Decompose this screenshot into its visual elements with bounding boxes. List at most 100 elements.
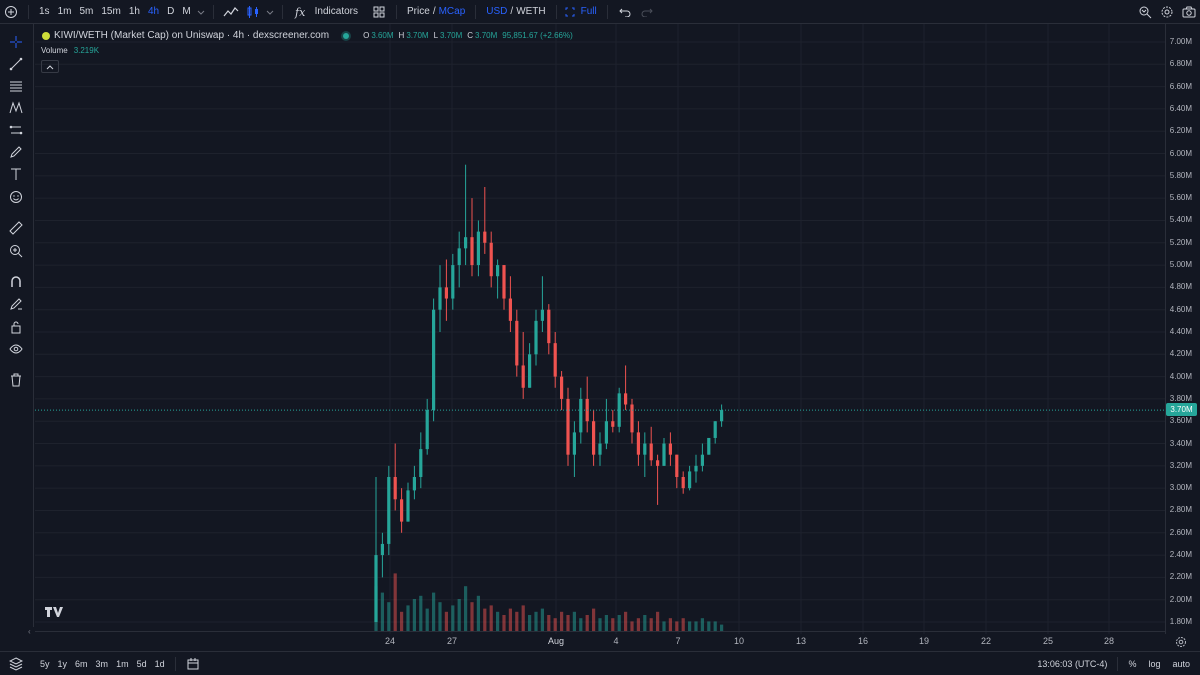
redo-icon[interactable] [636,0,658,24]
candles-icon[interactable] [242,0,264,24]
volume-label[interactable]: Volume [41,46,68,55]
interval-m[interactable]: M [182,6,191,17]
volume-bar [547,615,551,631]
candle [496,259,500,299]
eye-icon[interactable] [5,339,27,359]
price-toggle[interactable]: Price [407,6,430,17]
candle [528,343,532,388]
text-icon[interactable] [5,164,27,184]
log-toggle[interactable]: log [1148,659,1161,669]
divider [555,4,557,19]
full-button[interactable]: Full [580,6,597,17]
range-5y[interactable]: 5y [40,658,50,669]
price-tick-label: 6.20M [1169,126,1192,136]
chevron-down-icon[interactable] [195,0,207,24]
mcap-toggle[interactable]: MCap [438,6,466,17]
range-3m[interactable]: 3m [95,658,109,669]
axis-settings-icon[interactable] [1173,634,1189,650]
quick-search-icon[interactable] [1134,0,1156,24]
trash-icon[interactable] [5,370,27,390]
volume-bar [540,608,544,631]
interval-15m[interactable]: 15m [101,6,121,17]
range-5d[interactable]: 5d [136,658,147,669]
calendar-range-icon[interactable] [182,652,204,675]
undo-icon[interactable] [614,0,636,24]
candle [547,304,551,355]
fib-retracement-icon[interactable] [5,76,27,96]
candlestick-chart[interactable] [35,24,1165,634]
symbol-title[interactable]: KIWI/WETH (Market Cap) on Uniswap · 4h ·… [54,30,330,41]
volume-bar [643,615,647,631]
range-1y[interactable]: 1y [57,658,68,669]
volume-value: 3.219K [73,46,100,55]
candle [643,432,647,477]
emoji-icon[interactable] [5,187,27,207]
tradingview-logo[interactable] [43,604,65,620]
candle [720,404,724,427]
volume-bar [592,608,596,631]
time-axis[interactable]: 24 27 Aug 4 7 10 13 16 19 22 25 28 [35,631,1165,651]
indicators-button[interactable]: Indicators [314,6,359,17]
candle [624,365,628,411]
status-dot-icon [343,32,350,39]
lock-drawing-icon[interactable] [5,294,27,314]
lock-icon[interactable] [5,317,27,337]
pattern-icon[interactable] [5,98,27,118]
ruler-icon[interactable] [5,218,27,238]
interval-5m[interactable]: 5m [79,6,94,17]
time-tick-label: 16 [857,636,869,646]
time-tick-label: 19 [918,636,930,646]
interval-1h[interactable]: 1h [128,6,140,17]
collapse-legend-button[interactable] [41,60,59,73]
interval-d[interactable]: D [167,6,175,17]
trend-line-icon[interactable] [5,54,27,74]
price-tick-label: 5.60M [1169,193,1192,203]
price-tick-label: 3.80M [1169,393,1192,403]
candle [598,432,602,466]
time-tick-label: 24 [384,636,396,646]
range-1d[interactable]: 1d [154,658,165,669]
fullscreen-icon[interactable] [563,0,577,24]
usd-toggle[interactable]: USD [486,6,508,17]
object-tree-icon[interactable] [6,654,26,674]
chart-legend: KIWI/WETH (Market Cap) on Uniswap · 4h ·… [42,30,573,41]
volume-bar [720,624,724,631]
volume-bar [470,602,474,631]
candle [432,298,436,422]
magnet-icon[interactable] [5,272,27,292]
interval-1m[interactable]: 1m [57,6,72,17]
candle [585,376,589,433]
candle [604,398,608,450]
percent-toggle[interactable]: % [1128,659,1137,669]
clock[interactable]: 13:06:03 (UTC-4) [1037,659,1108,669]
add-symbol-icon[interactable] [0,0,22,24]
volume-bar [604,615,608,631]
top-toolbar: 1s 1m 5m 15m 1h 4h D M fx Indicators Pri… [0,0,1200,24]
volume-bar [502,615,506,631]
close-value: 3.70M [475,31,498,40]
camera-icon[interactable] [1178,0,1200,24]
price-axis[interactable]: 7.00M 6.80M 6.60M 6.40M 6.20M 6.00M 5.80M 5.60M… [1165,24,1200,634]
prediction-icon[interactable] [5,120,27,140]
brush-icon[interactable] [5,142,27,162]
price-tick-label: 2.20M [1169,572,1192,582]
volume-bar [668,618,672,631]
zoom-in-icon[interactable] [5,241,27,261]
chevron-down-icon[interactable] [264,0,276,24]
auto-toggle[interactable]: auto [1172,659,1190,669]
settings-icon[interactable] [1156,0,1178,24]
indicators-icon[interactable]: fx [289,0,311,24]
interval-4h[interactable]: 4h [147,6,160,17]
layouts-icon[interactable] [368,0,390,24]
sidebar-toggle-icon[interactable]: ‹ [28,627,31,636]
candle [630,398,634,444]
range-1m[interactable]: 1m [116,658,129,669]
volume-bar [579,618,583,631]
open-key: O [363,31,370,40]
chart-pane[interactable] [35,24,1165,634]
weth-toggle[interactable]: WETH [516,6,546,17]
range-6m[interactable]: 6m [75,658,88,669]
crosshair-icon[interactable] [5,32,27,52]
interval-1s[interactable]: 1s [39,6,50,17]
line-chart-icon[interactable] [220,0,242,24]
